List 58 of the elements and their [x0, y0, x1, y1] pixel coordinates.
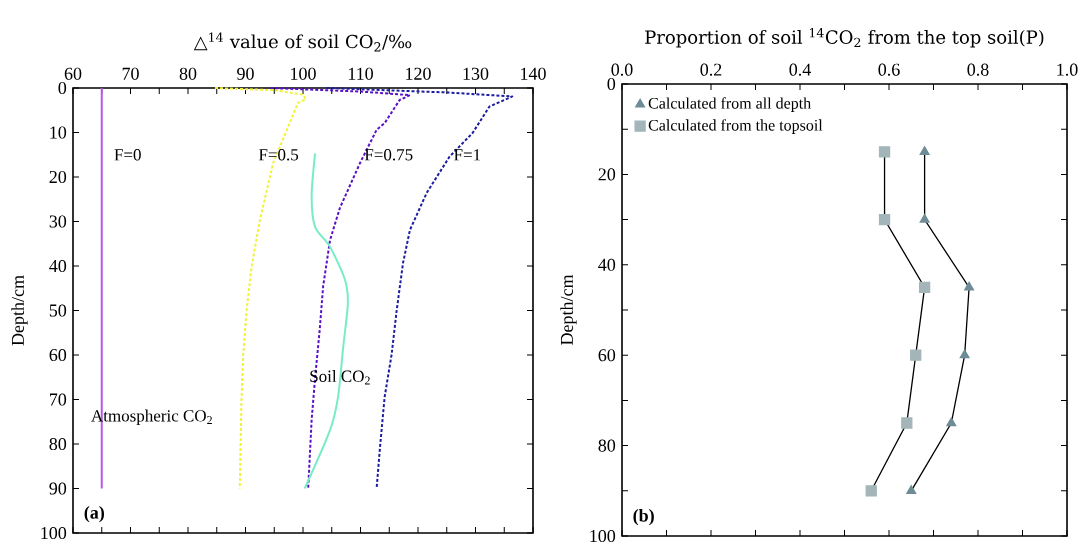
point [910, 349, 922, 361]
x-tick-label: 100 [291, 67, 316, 80]
y-tick-label: 70 [49, 393, 67, 406]
x-tick-label: 70 [122, 67, 139, 80]
point [919, 213, 930, 223]
x-tick-label: 60 [64, 67, 82, 80]
point [878, 146, 891, 158]
y-tick-label: 40 [49, 259, 67, 273]
y-tick-label: 100 [41, 526, 67, 540]
x-axis-title: Proportion of soil $^{14}$CO$_{2}$ from the top soil(P) [645, 28, 1044, 48]
point [919, 146, 930, 155]
y-tick-label: 80 [49, 437, 67, 451]
series-label: F=1 [454, 149, 481, 161]
y-tick-label: 60 [49, 348, 67, 362]
series-label: F=0.75 [364, 148, 413, 161]
legend-label: Calculated from all depth [648, 97, 811, 112]
point [959, 349, 970, 359]
annotation: F=0 [114, 149, 141, 161]
series-label: Soil CO$_{2}$ [310, 370, 370, 385]
point [946, 417, 957, 427]
x-tick-label: 0.0 [611, 63, 633, 76]
point [901, 417, 913, 429]
x-tick-label: 1.0 [1057, 63, 1078, 76]
x-tick-label: 140 [521, 67, 546, 80]
y-tick-label: 10 [50, 126, 67, 139]
x-tick-label: 0.4 [789, 63, 811, 76]
point [918, 281, 931, 294]
point [906, 485, 917, 494]
x-tick-label: 0.6 [878, 63, 900, 76]
point [878, 213, 891, 226]
y-tick-label: 80 [598, 439, 616, 452]
legend-label: Calculated from the topsoil [648, 119, 823, 134]
x-axis-title: △$^{14}$ value of soil CO$_{2}$/‰ [193, 32, 412, 52]
line-series [214, 87, 307, 490]
x-tick-label: 110 [348, 67, 373, 80]
series-label: F=0.5 [258, 148, 299, 161]
point [865, 485, 877, 497]
y-tick-label: 20 [49, 170, 67, 184]
y-tick-label: 40 [598, 258, 616, 271]
annotation: (b) [633, 508, 654, 526]
y-axis-title: Depth/cm [560, 274, 577, 345]
x-tick-label: 0.2 [700, 63, 722, 76]
x-tick-label: 80 [179, 67, 197, 80]
y-tick-label: 30 [49, 215, 67, 228]
y-tick-label: 0 [607, 77, 616, 91]
x-tick-label: 120 [406, 67, 431, 80]
y-tick-label: 100 [590, 529, 616, 543]
y-tick-label: 20 [598, 168, 616, 181]
y-tick-label: 60 [598, 349, 616, 362]
y-tick-label: 50 [49, 304, 67, 317]
y-tick-label: 90 [49, 482, 67, 495]
y-axis-title: Depth/cm [11, 275, 28, 346]
y-tick-label: 0 [58, 81, 67, 95]
x-tick-label: 130 [463, 67, 489, 80]
x-tick-label: 90 [237, 67, 254, 80]
annotation: (a) [84, 506, 104, 523]
point [964, 281, 975, 291]
x-tick-label: 0.8 [967, 63, 989, 76]
